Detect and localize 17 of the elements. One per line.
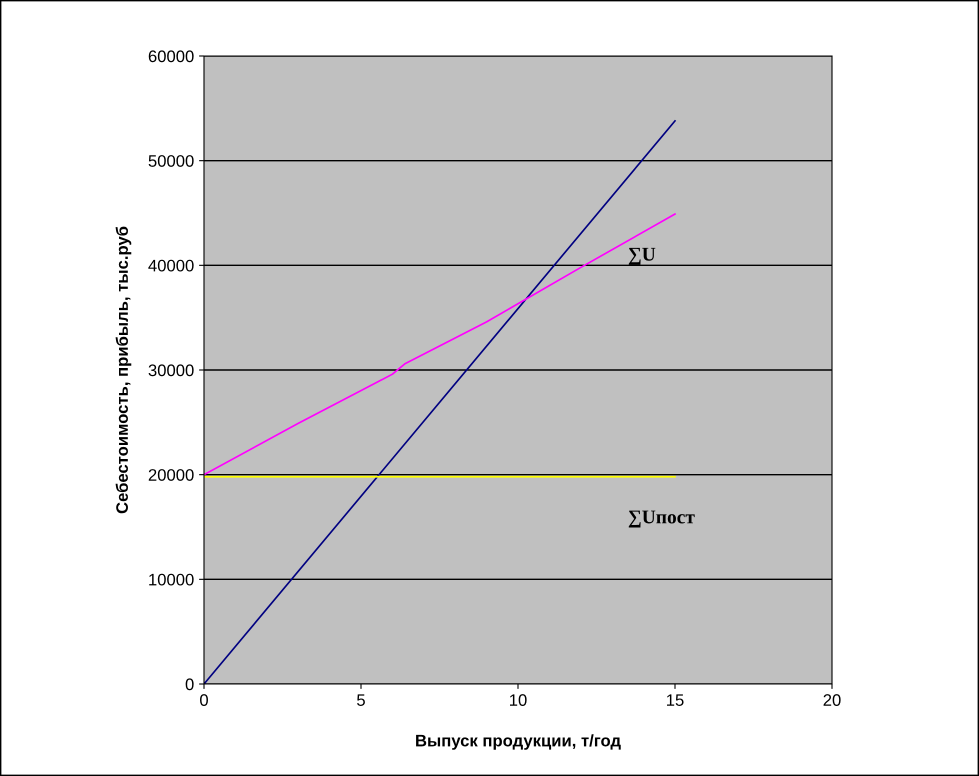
line-series bbox=[204, 213, 676, 476]
x-tick-label: 10 bbox=[510, 694, 527, 706]
y-axis-title: Себестоимость, прибыль, тыс.руб bbox=[116, 226, 132, 514]
y-tick-label: 20000 bbox=[148, 469, 194, 481]
y-tick-label: 50000 bbox=[148, 155, 194, 167]
y-tick-label: 0 bbox=[186, 678, 194, 690]
series-label: ∑Uпост bbox=[628, 510, 695, 528]
x-axis-title: Выпуск продукции, т/год bbox=[416, 734, 621, 750]
y-tick-label: 30000 bbox=[148, 364, 194, 376]
y-tick-label: 40000 bbox=[148, 260, 194, 272]
x-tick-label: 20 bbox=[824, 694, 841, 706]
y-tick-label: 60000 bbox=[148, 50, 194, 62]
x-tick-label: 0 bbox=[200, 694, 208, 706]
y-tick-label: 10000 bbox=[149, 574, 194, 586]
x-tick-label: 15 bbox=[667, 694, 684, 706]
x-tick-label: 5 bbox=[357, 694, 365, 706]
series-label: ∑U bbox=[628, 248, 656, 265]
